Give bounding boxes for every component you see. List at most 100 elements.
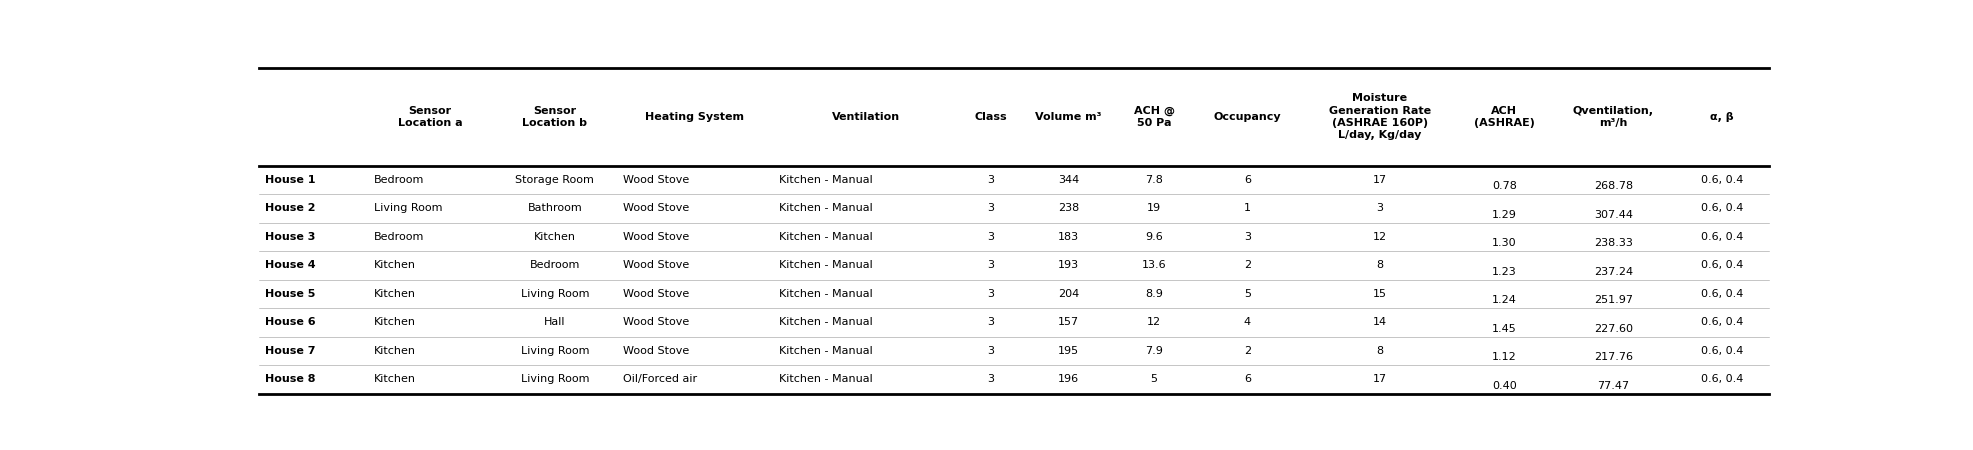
Text: House 2: House 2	[264, 203, 316, 213]
Text: 1.24: 1.24	[1492, 295, 1515, 305]
Text: Wood Stove: Wood Stove	[623, 289, 689, 299]
Text: 195: 195	[1058, 346, 1079, 356]
Text: 0.6, 0.4: 0.6, 0.4	[1701, 232, 1742, 242]
Text: Living Room: Living Room	[521, 346, 588, 356]
Text: 251.97: 251.97	[1592, 295, 1632, 305]
Text: Wood Stove: Wood Stove	[623, 317, 689, 327]
Text: 3: 3	[1243, 232, 1251, 242]
Text: Kitchen - Manual: Kitchen - Manual	[779, 289, 872, 299]
Text: 307.44: 307.44	[1592, 210, 1632, 220]
Text: α, β: α, β	[1709, 112, 1732, 122]
Text: Moisture
Generation Rate
(ASHRAE 160P)
L/day, Kg/day: Moisture Generation Rate (ASHRAE 160P) L…	[1328, 93, 1430, 140]
Text: House 7: House 7	[264, 346, 316, 356]
Text: Wood Stove: Wood Stove	[623, 346, 689, 356]
Text: Kitchen: Kitchen	[375, 289, 416, 299]
Text: Kitchen - Manual: Kitchen - Manual	[779, 175, 872, 185]
Text: 17: 17	[1371, 175, 1387, 185]
Text: 3: 3	[1375, 203, 1383, 213]
Text: Living Room: Living Room	[521, 374, 588, 384]
Text: 3: 3	[986, 289, 994, 299]
Text: Sensor
Location a: Sensor Location a	[399, 105, 462, 128]
Text: ACH
(ASHRAE): ACH (ASHRAE)	[1474, 105, 1533, 128]
Text: 2: 2	[1243, 260, 1251, 270]
Text: 0.78: 0.78	[1492, 181, 1515, 191]
Text: 196: 196	[1058, 374, 1079, 384]
Text: Qventilation,
m³/h: Qventilation, m³/h	[1572, 105, 1653, 128]
Text: 8.9: 8.9	[1144, 289, 1162, 299]
Text: 3: 3	[986, 203, 994, 213]
Text: 5: 5	[1150, 374, 1156, 384]
Text: 1.29: 1.29	[1492, 210, 1515, 220]
Text: Kitchen: Kitchen	[533, 232, 576, 242]
Text: Kitchen - Manual: Kitchen - Manual	[779, 260, 872, 270]
Text: Bedroom: Bedroom	[529, 260, 580, 270]
Text: 3: 3	[986, 317, 994, 327]
Text: 1.12: 1.12	[1492, 352, 1515, 362]
Text: Kitchen - Manual: Kitchen - Manual	[779, 232, 872, 242]
Text: Kitchen: Kitchen	[375, 346, 416, 356]
Text: 77.47: 77.47	[1596, 381, 1628, 391]
Text: House 3: House 3	[264, 232, 316, 242]
Text: 12: 12	[1146, 317, 1160, 327]
Text: 193: 193	[1058, 260, 1079, 270]
Text: 238: 238	[1058, 203, 1079, 213]
Text: 0.6, 0.4: 0.6, 0.4	[1701, 317, 1742, 327]
Text: House 4: House 4	[264, 260, 316, 270]
Text: Bedroom: Bedroom	[375, 175, 424, 185]
Text: Heating System: Heating System	[645, 112, 744, 122]
Text: House 1: House 1	[264, 175, 316, 185]
Text: 0.6, 0.4: 0.6, 0.4	[1701, 374, 1742, 384]
Text: 344: 344	[1058, 175, 1079, 185]
Text: 1.23: 1.23	[1492, 266, 1515, 277]
Text: Wood Stove: Wood Stove	[623, 260, 689, 270]
Text: Storage Room: Storage Room	[515, 175, 594, 185]
Text: 5: 5	[1243, 289, 1251, 299]
Text: 0.40: 0.40	[1492, 381, 1515, 391]
Text: 8: 8	[1375, 260, 1383, 270]
Text: 227.60: 227.60	[1592, 324, 1632, 333]
Text: 7.8: 7.8	[1144, 175, 1162, 185]
Text: Bedroom: Bedroom	[375, 232, 424, 242]
Text: Living Room: Living Room	[521, 289, 588, 299]
Text: 17: 17	[1371, 374, 1387, 384]
Text: 0.6, 0.4: 0.6, 0.4	[1701, 175, 1742, 185]
Text: 157: 157	[1058, 317, 1079, 327]
Text: 3: 3	[986, 232, 994, 242]
Text: Kitchen: Kitchen	[375, 260, 416, 270]
Text: Kitchen: Kitchen	[375, 374, 416, 384]
Text: 1: 1	[1243, 203, 1251, 213]
Text: 13.6: 13.6	[1140, 260, 1166, 270]
Text: 7.9: 7.9	[1144, 346, 1162, 356]
Text: Kitchen - Manual: Kitchen - Manual	[779, 346, 872, 356]
Text: 3: 3	[986, 175, 994, 185]
Text: Living Room: Living Room	[375, 203, 442, 213]
Text: Occupancy: Occupancy	[1213, 112, 1280, 122]
Text: ACH @
50 Pa: ACH @ 50 Pa	[1133, 105, 1174, 128]
Text: Bathroom: Bathroom	[527, 203, 582, 213]
Text: 0.6, 0.4: 0.6, 0.4	[1701, 203, 1742, 213]
Text: 268.78: 268.78	[1592, 181, 1632, 191]
Text: 2: 2	[1243, 346, 1251, 356]
Text: Wood Stove: Wood Stove	[623, 203, 689, 213]
Text: Kitchen - Manual: Kitchen - Manual	[779, 203, 872, 213]
Text: 3: 3	[986, 374, 994, 384]
Text: 0.6, 0.4: 0.6, 0.4	[1701, 346, 1742, 356]
Text: Kitchen - Manual: Kitchen - Manual	[779, 374, 872, 384]
Text: 4: 4	[1243, 317, 1251, 327]
Text: House 5: House 5	[264, 289, 316, 299]
Text: 238.33: 238.33	[1592, 238, 1632, 248]
Text: Wood Stove: Wood Stove	[623, 175, 689, 185]
Text: Sensor
Location b: Sensor Location b	[523, 105, 586, 128]
Text: Class: Class	[975, 112, 1006, 122]
Text: 6: 6	[1243, 374, 1251, 384]
Text: 8: 8	[1375, 346, 1383, 356]
Text: 14: 14	[1371, 317, 1387, 327]
Text: 19: 19	[1146, 203, 1160, 213]
Text: Kitchen - Manual: Kitchen - Manual	[779, 317, 872, 327]
Text: 217.76: 217.76	[1592, 352, 1632, 362]
Text: 0.6, 0.4: 0.6, 0.4	[1701, 289, 1742, 299]
Text: Volume m³: Volume m³	[1034, 112, 1101, 122]
Text: Kitchen: Kitchen	[375, 317, 416, 327]
Text: House 6: House 6	[264, 317, 316, 327]
Text: 6: 6	[1243, 175, 1251, 185]
